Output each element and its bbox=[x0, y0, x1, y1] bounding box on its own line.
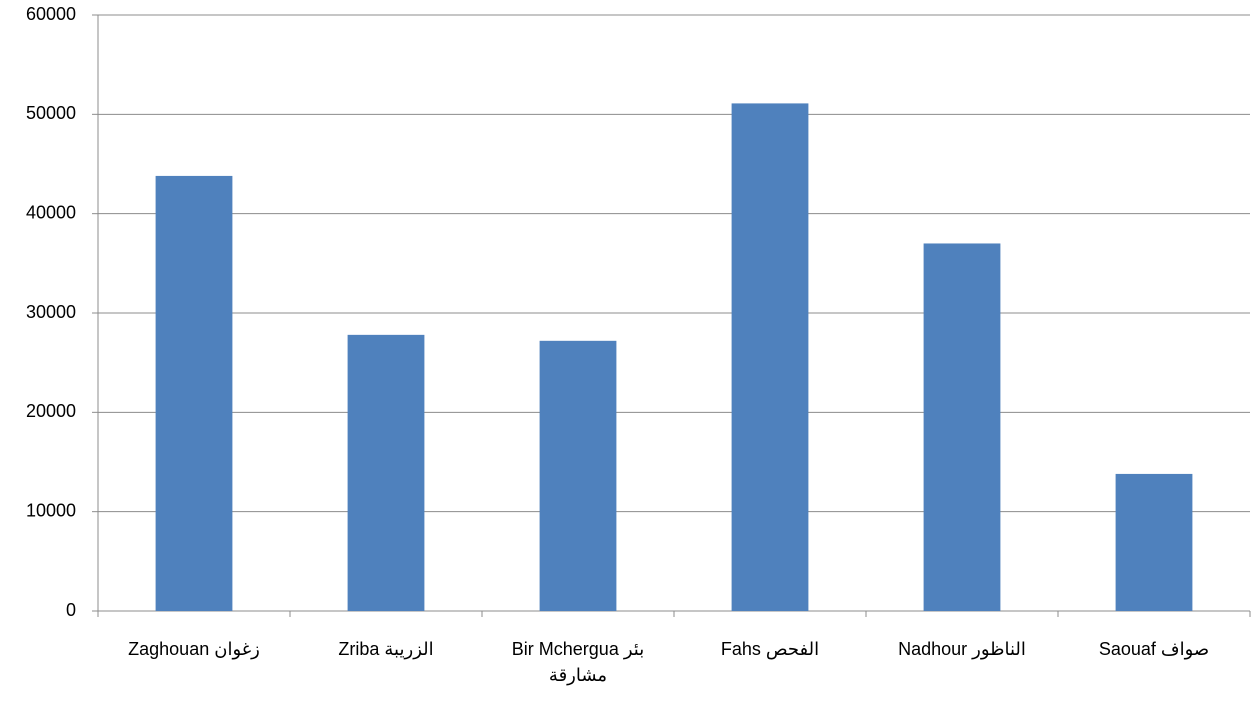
x-tick-label: Zriba الزريبة bbox=[338, 639, 434, 659]
x-tick-label: Nadhour الناظور bbox=[898, 639, 1026, 659]
y-tick-label: 30000 bbox=[26, 302, 76, 322]
x-tick-label: Zaghouan زغوان bbox=[128, 639, 260, 659]
y-tick-label: 50000 bbox=[26, 103, 76, 123]
y-tick-label: 40000 bbox=[26, 202, 76, 222]
bar bbox=[731, 103, 809, 611]
y-tick-label: 20000 bbox=[26, 401, 76, 421]
bar bbox=[539, 340, 617, 611]
bar bbox=[1115, 473, 1193, 611]
y-tick-label: 10000 bbox=[26, 500, 76, 520]
x-tick-label: Saouaf صواف bbox=[1098, 639, 1210, 659]
x-tick-label: Fahs الفحص bbox=[720, 639, 820, 659]
y-tick-label: 0 bbox=[66, 600, 76, 620]
x-tick-label: Bir Mchergua بئر مشارقة bbox=[511, 639, 645, 685]
y-tick-label: 60000 bbox=[26, 4, 76, 24]
bar bbox=[923, 243, 1001, 611]
bar bbox=[155, 175, 233, 612]
bar bbox=[347, 334, 425, 611]
